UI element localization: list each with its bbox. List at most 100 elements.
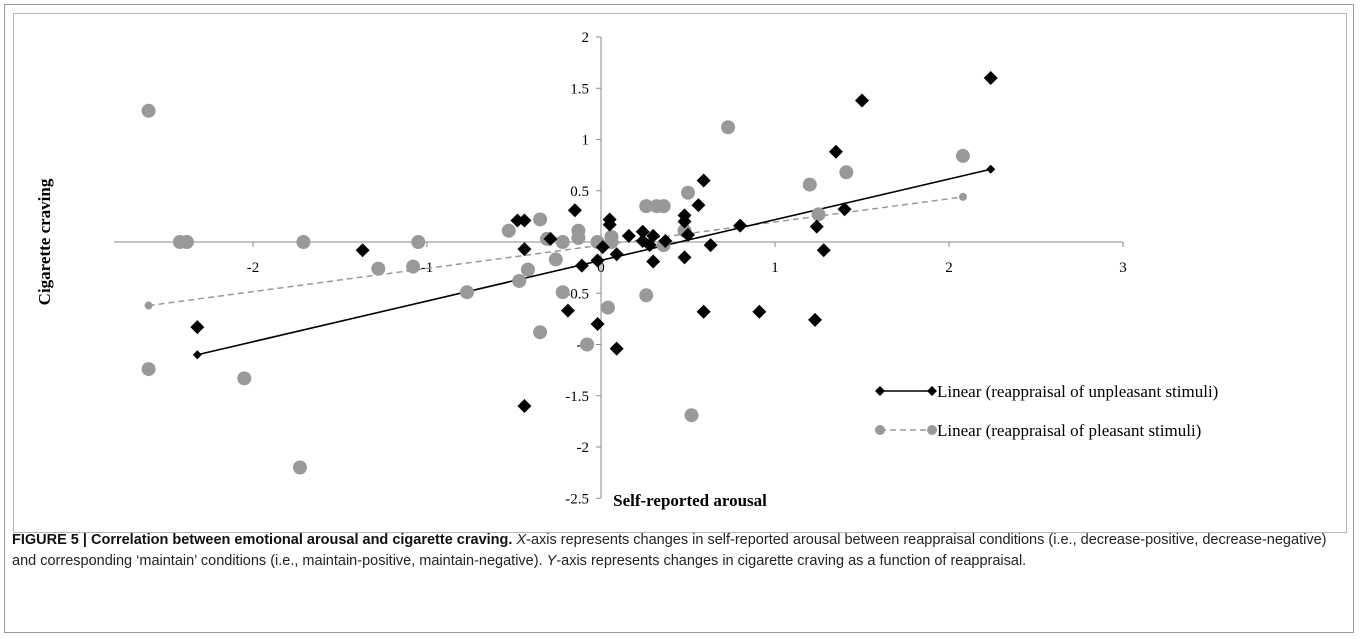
data-point-unpleasant xyxy=(590,317,605,331)
trend-end-marker-unpleasant xyxy=(192,350,202,360)
x-tick-label: 1 xyxy=(771,260,779,276)
caption-text-2: -axis represents changes in cigarette cr… xyxy=(556,553,1027,569)
legend-label-pleasant: Linear (reappraisal of pleasant stimuli) xyxy=(937,421,1201,440)
data-point-pleasant xyxy=(600,300,615,315)
data-point-unpleasant xyxy=(567,203,582,218)
data-point-pleasant xyxy=(141,362,156,377)
data-point-unpleasant xyxy=(855,93,869,108)
data-point-unpleasant xyxy=(543,231,558,246)
y-tick-label: -2.5 xyxy=(565,491,589,507)
data-point-unpleasant xyxy=(983,71,998,85)
y-tick-label: 0.5 xyxy=(570,184,589,200)
y-axis-title: Cigarette craving xyxy=(35,178,54,305)
y-tick-label: -0.5 xyxy=(565,286,589,302)
figure-frame xyxy=(4,4,1354,633)
data-point-pleasant xyxy=(512,273,527,288)
data-point-pleasant xyxy=(406,259,421,274)
data-point-pleasant xyxy=(411,235,426,249)
data-point-pleasant xyxy=(639,288,654,303)
data-point-unpleasant xyxy=(517,399,532,413)
data-point-unpleasant xyxy=(646,254,661,269)
trend-end-marker-pleasant xyxy=(144,301,153,310)
data-point-unpleasant xyxy=(602,217,617,232)
data-point-unpleasant xyxy=(574,258,589,273)
x-tick-label: 2 xyxy=(945,260,953,276)
data-point-unpleasant xyxy=(635,224,650,239)
data-point-unpleasant xyxy=(691,198,706,213)
data-point-pleasant xyxy=(520,262,535,277)
data-point-pleasant xyxy=(555,285,570,300)
data-point-pleasant xyxy=(802,177,817,192)
data-point-unpleasant xyxy=(677,214,692,229)
data-point-pleasant xyxy=(533,212,548,227)
data-point-pleasant xyxy=(811,207,826,222)
y-tick-label: 1 xyxy=(582,133,590,149)
data-point-unpleasant xyxy=(808,312,823,327)
data-point-unpleasant xyxy=(816,243,831,258)
data-point-pleasant xyxy=(721,120,736,135)
data-point-unpleasant xyxy=(696,304,711,319)
legend-label-unpleasant: Linear (reappraisal of unpleasant stimul… xyxy=(937,382,1218,401)
data-point-pleasant xyxy=(533,325,548,340)
data-point-unpleasant xyxy=(355,243,370,258)
data-point-pleasant xyxy=(460,285,475,300)
data-point-pleasant xyxy=(179,235,194,249)
data-point-pleasant xyxy=(681,185,695,200)
legend-marker-pleasant xyxy=(927,425,937,435)
data-point-pleasant xyxy=(656,199,671,214)
caption-y-var: Y xyxy=(546,553,557,569)
data-point-unpleasant xyxy=(517,242,532,257)
caption-text-1: -axis represents changes in self-reporte… xyxy=(12,532,1327,569)
data-point-pleasant xyxy=(639,199,654,214)
x-tick-label: -2 xyxy=(247,260,260,276)
data-point-unpleasant xyxy=(658,233,673,248)
data-point-unpleasant xyxy=(590,253,605,268)
data-point-pleasant xyxy=(237,371,252,386)
data-point-pleasant xyxy=(684,408,699,423)
trend-end-marker-unpleasant xyxy=(986,164,996,174)
caption-x-var: X xyxy=(516,532,527,548)
data-point-pleasant xyxy=(839,165,854,180)
data-point-unpleasant xyxy=(828,144,843,159)
data-point-unpleasant xyxy=(703,238,718,253)
data-point-unpleasant xyxy=(560,303,575,318)
data-point-unpleasant xyxy=(510,213,525,228)
data-point-pleasant xyxy=(548,252,563,267)
data-point-pleasant xyxy=(371,261,386,276)
data-point-unpleasant xyxy=(696,173,711,188)
data-point-unpleasant xyxy=(681,227,695,242)
data-point-unpleasant xyxy=(190,320,205,335)
legend-marker-unpleasant xyxy=(927,386,937,396)
data-point-pleasant xyxy=(580,337,595,352)
data-point-pleasant xyxy=(955,148,970,163)
data-point-pleasant xyxy=(555,235,570,249)
y-tick-label: 2 xyxy=(582,30,590,46)
data-point-pleasant xyxy=(501,223,516,238)
legend-marker-pleasant xyxy=(875,425,885,435)
data-point-unpleasant xyxy=(646,228,661,243)
data-point-unpleasant xyxy=(595,240,610,255)
data-point-unpleasant xyxy=(621,228,636,243)
figure-caption: FIGURE 5 | Correlation between emotional… xyxy=(12,530,1348,572)
data-point-unpleasant xyxy=(733,218,748,233)
data-point-unpleasant xyxy=(609,341,624,356)
x-axis-title: Self-reported arousal xyxy=(613,491,767,510)
data-point-unpleasant xyxy=(677,250,692,265)
data-point-unpleasant xyxy=(809,219,824,234)
plot-area-border xyxy=(13,13,1347,533)
data-point-pleasant xyxy=(292,460,307,475)
x-tick-label: 3 xyxy=(1119,260,1127,276)
data-point-pleasant xyxy=(296,235,311,249)
caption-title: FIGURE 5 | Correlation between emotional… xyxy=(12,532,513,548)
data-point-unpleasant xyxy=(609,247,624,262)
x-tick-label: 0 xyxy=(597,260,605,276)
y-tick-label: 1.5 xyxy=(570,81,589,97)
data-point-pleasant xyxy=(571,223,586,238)
trend-end-marker-pleasant xyxy=(958,192,967,201)
y-tick-label: -1.5 xyxy=(565,389,589,405)
data-point-unpleasant xyxy=(837,202,852,217)
data-point-unpleasant xyxy=(752,304,767,319)
legend-marker-unpleasant xyxy=(875,386,885,396)
data-point-pleasant xyxy=(141,103,156,118)
